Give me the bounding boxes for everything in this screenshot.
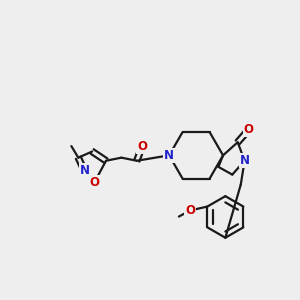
Text: O: O: [244, 123, 254, 136]
Text: O: O: [185, 204, 195, 217]
Text: O: O: [89, 176, 100, 189]
Text: N: N: [240, 154, 250, 167]
Text: N: N: [80, 164, 89, 177]
Text: N: N: [164, 149, 174, 162]
Text: O: O: [137, 140, 147, 153]
